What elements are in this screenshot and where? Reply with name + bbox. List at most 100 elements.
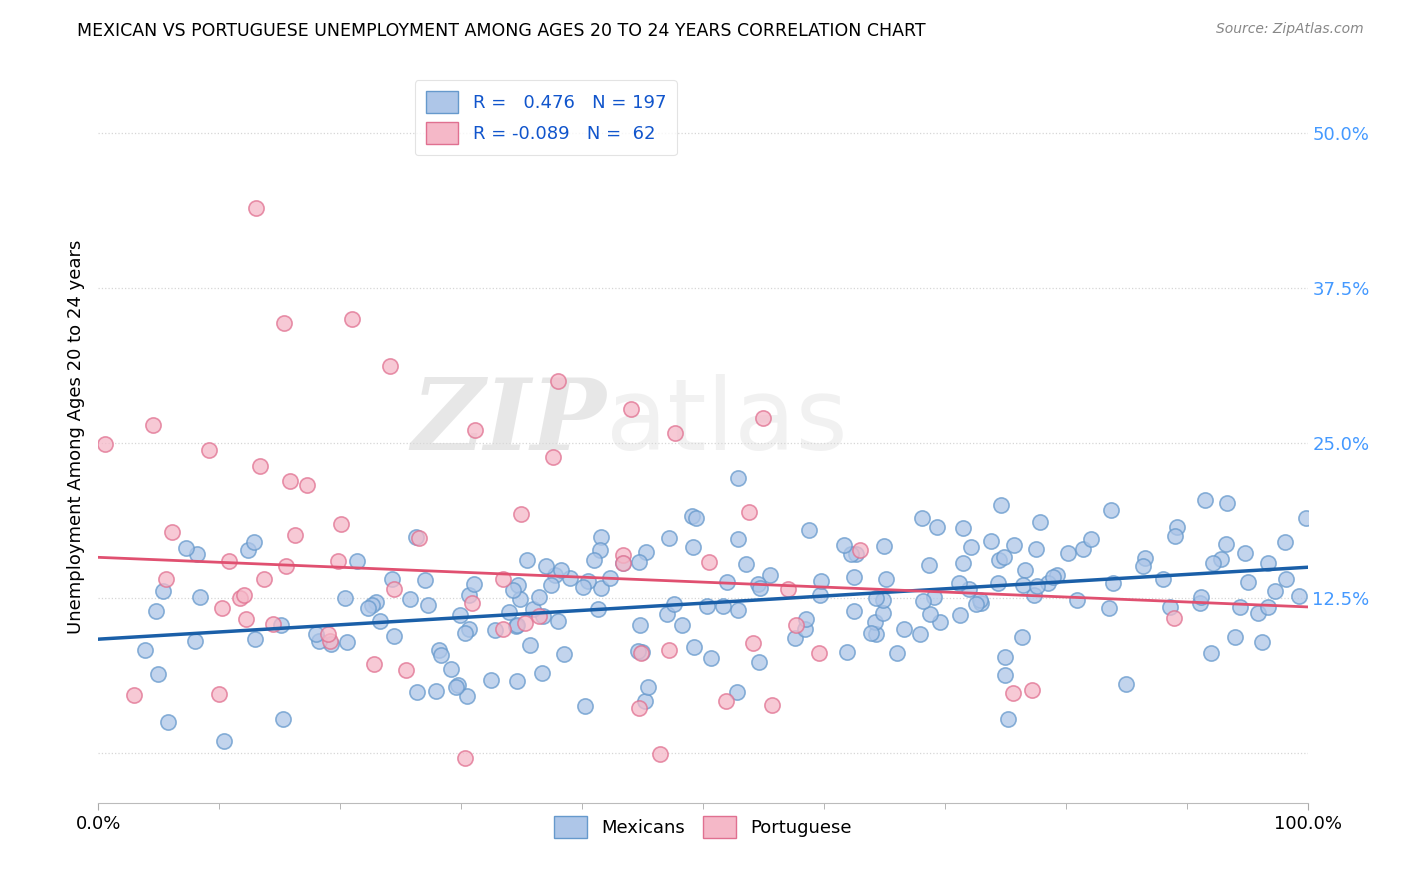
Point bbox=[430, 648, 453, 662]
Point bbox=[505, 619, 527, 633]
Point bbox=[284, 528, 307, 542]
Point bbox=[1135, 550, 1157, 565]
Point bbox=[832, 538, 855, 552]
Point bbox=[152, 583, 174, 598]
Point bbox=[1201, 646, 1223, 660]
Point bbox=[1163, 611, 1185, 625]
Point bbox=[142, 418, 165, 433]
Point bbox=[360, 599, 382, 613]
Point bbox=[148, 667, 170, 681]
Point bbox=[1002, 686, 1025, 700]
Point bbox=[1071, 541, 1094, 556]
Point bbox=[664, 597, 686, 611]
Point bbox=[1215, 536, 1237, 550]
Point bbox=[835, 645, 858, 659]
Point bbox=[1102, 576, 1125, 591]
Point bbox=[699, 555, 721, 569]
Point bbox=[752, 411, 775, 425]
Point bbox=[700, 651, 723, 665]
Point bbox=[510, 507, 533, 521]
Point bbox=[1011, 630, 1033, 644]
Point bbox=[463, 576, 485, 591]
Point bbox=[547, 614, 569, 628]
Text: ZIP: ZIP bbox=[412, 375, 606, 471]
Point bbox=[308, 634, 330, 648]
Point bbox=[735, 557, 758, 571]
Point bbox=[612, 548, 634, 562]
Point bbox=[522, 601, 544, 615]
Point bbox=[454, 751, 477, 765]
Point bbox=[94, 437, 117, 451]
Point bbox=[990, 498, 1012, 512]
Point bbox=[1288, 589, 1310, 603]
Point bbox=[336, 635, 359, 649]
Point bbox=[628, 617, 651, 632]
Point bbox=[425, 683, 447, 698]
Point bbox=[560, 571, 582, 585]
Point bbox=[839, 548, 862, 562]
Point bbox=[785, 618, 807, 632]
Point bbox=[253, 572, 276, 586]
Point bbox=[658, 531, 681, 545]
Point bbox=[1166, 519, 1188, 533]
Point bbox=[1189, 590, 1212, 604]
Point bbox=[531, 608, 554, 623]
Point bbox=[274, 558, 297, 573]
Point bbox=[628, 555, 651, 569]
Point bbox=[1029, 516, 1052, 530]
Point bbox=[1098, 601, 1121, 615]
Point bbox=[949, 607, 972, 622]
Point bbox=[1201, 556, 1223, 570]
Point bbox=[540, 578, 562, 592]
Point bbox=[330, 516, 353, 531]
Point bbox=[235, 612, 257, 626]
Point bbox=[262, 617, 284, 632]
Point bbox=[927, 520, 949, 534]
Point bbox=[987, 575, 1010, 590]
Point bbox=[229, 591, 252, 606]
Point bbox=[865, 591, 887, 606]
Point bbox=[630, 646, 652, 660]
Point bbox=[531, 665, 554, 680]
Point bbox=[450, 607, 472, 622]
Point bbox=[808, 588, 831, 602]
Point bbox=[794, 622, 817, 636]
Point bbox=[440, 662, 463, 676]
Point bbox=[447, 678, 470, 692]
Point bbox=[928, 615, 950, 629]
Point bbox=[911, 510, 934, 524]
Point bbox=[186, 547, 208, 561]
Point bbox=[810, 574, 832, 588]
Point bbox=[980, 533, 1002, 548]
Point bbox=[1057, 545, 1080, 559]
Point bbox=[1152, 572, 1174, 586]
Point bbox=[380, 359, 402, 373]
Point bbox=[464, 423, 486, 437]
Point bbox=[527, 590, 550, 604]
Point bbox=[1164, 528, 1187, 542]
Point bbox=[155, 572, 177, 586]
Point bbox=[1257, 556, 1279, 570]
Point bbox=[952, 521, 974, 535]
Point bbox=[849, 542, 872, 557]
Point bbox=[479, 673, 502, 688]
Point bbox=[1066, 593, 1088, 607]
Point bbox=[492, 623, 515, 637]
Point bbox=[612, 556, 634, 570]
Legend: Mexicans, Portuguese: Mexicans, Portuguese bbox=[547, 808, 859, 845]
Point bbox=[908, 627, 931, 641]
Point bbox=[591, 531, 613, 545]
Point bbox=[959, 540, 981, 554]
Point bbox=[406, 685, 429, 699]
Point bbox=[872, 606, 894, 620]
Point bbox=[714, 694, 737, 708]
Point bbox=[865, 627, 887, 641]
Point bbox=[748, 655, 770, 669]
Point bbox=[620, 401, 643, 416]
Point bbox=[1274, 534, 1296, 549]
Point bbox=[747, 577, 769, 591]
Point bbox=[416, 599, 439, 613]
Point bbox=[1002, 538, 1025, 552]
Point bbox=[655, 607, 678, 622]
Point bbox=[997, 712, 1019, 726]
